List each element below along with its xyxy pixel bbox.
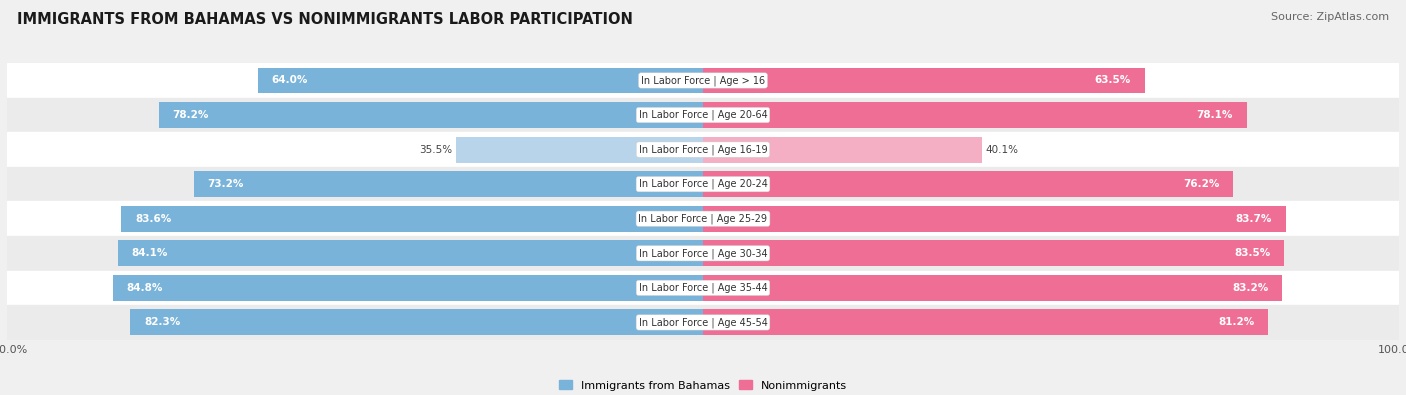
- Bar: [703, 68, 1144, 94]
- Bar: [7, 201, 1399, 236]
- Bar: [7, 236, 1399, 271]
- Text: 81.2%: 81.2%: [1218, 318, 1254, 327]
- Text: 83.7%: 83.7%: [1236, 214, 1271, 224]
- Text: In Labor Force | Age > 16: In Labor Force | Age > 16: [641, 75, 765, 86]
- Bar: [703, 309, 1268, 335]
- Text: 63.5%: 63.5%: [1095, 75, 1130, 85]
- Bar: [7, 98, 1399, 132]
- Bar: [703, 206, 1285, 232]
- Text: 40.1%: 40.1%: [986, 145, 1018, 154]
- Bar: [703, 137, 981, 163]
- Bar: [131, 309, 703, 335]
- Text: 83.2%: 83.2%: [1232, 283, 1268, 293]
- Text: 83.6%: 83.6%: [135, 214, 172, 224]
- Text: In Labor Force | Age 25-29: In Labor Force | Age 25-29: [638, 213, 768, 224]
- Text: In Labor Force | Age 45-54: In Labor Force | Age 45-54: [638, 317, 768, 328]
- Bar: [7, 132, 1399, 167]
- Text: 78.1%: 78.1%: [1197, 110, 1233, 120]
- Text: 35.5%: 35.5%: [419, 145, 453, 154]
- Bar: [703, 275, 1282, 301]
- Bar: [7, 271, 1399, 305]
- Text: IMMIGRANTS FROM BAHAMAS VS NONIMMIGRANTS LABOR PARTICIPATION: IMMIGRANTS FROM BAHAMAS VS NONIMMIGRANTS…: [17, 12, 633, 27]
- Text: 84.8%: 84.8%: [127, 283, 163, 293]
- Text: Source: ZipAtlas.com: Source: ZipAtlas.com: [1271, 12, 1389, 22]
- Bar: [703, 102, 1247, 128]
- Bar: [703, 240, 1284, 266]
- Bar: [7, 63, 1399, 98]
- Bar: [118, 240, 703, 266]
- Bar: [112, 275, 703, 301]
- Legend: Immigrants from Bahamas, Nonimmigrants: Immigrants from Bahamas, Nonimmigrants: [554, 376, 852, 395]
- Bar: [194, 171, 703, 197]
- Bar: [257, 68, 703, 94]
- Bar: [159, 102, 703, 128]
- Text: In Labor Force | Age 20-64: In Labor Force | Age 20-64: [638, 110, 768, 120]
- Text: 82.3%: 82.3%: [145, 318, 180, 327]
- Text: 73.2%: 73.2%: [208, 179, 243, 189]
- Bar: [7, 167, 1399, 201]
- Bar: [7, 305, 1399, 340]
- Bar: [456, 137, 703, 163]
- Text: 84.1%: 84.1%: [132, 248, 167, 258]
- Text: 78.2%: 78.2%: [173, 110, 209, 120]
- Text: 76.2%: 76.2%: [1182, 179, 1219, 189]
- Text: In Labor Force | Age 35-44: In Labor Force | Age 35-44: [638, 282, 768, 293]
- Text: 64.0%: 64.0%: [271, 75, 308, 85]
- Text: In Labor Force | Age 16-19: In Labor Force | Age 16-19: [638, 144, 768, 155]
- Text: In Labor Force | Age 30-34: In Labor Force | Age 30-34: [638, 248, 768, 259]
- Text: In Labor Force | Age 20-24: In Labor Force | Age 20-24: [638, 179, 768, 190]
- Bar: [703, 171, 1233, 197]
- Bar: [121, 206, 703, 232]
- Text: 83.5%: 83.5%: [1234, 248, 1270, 258]
